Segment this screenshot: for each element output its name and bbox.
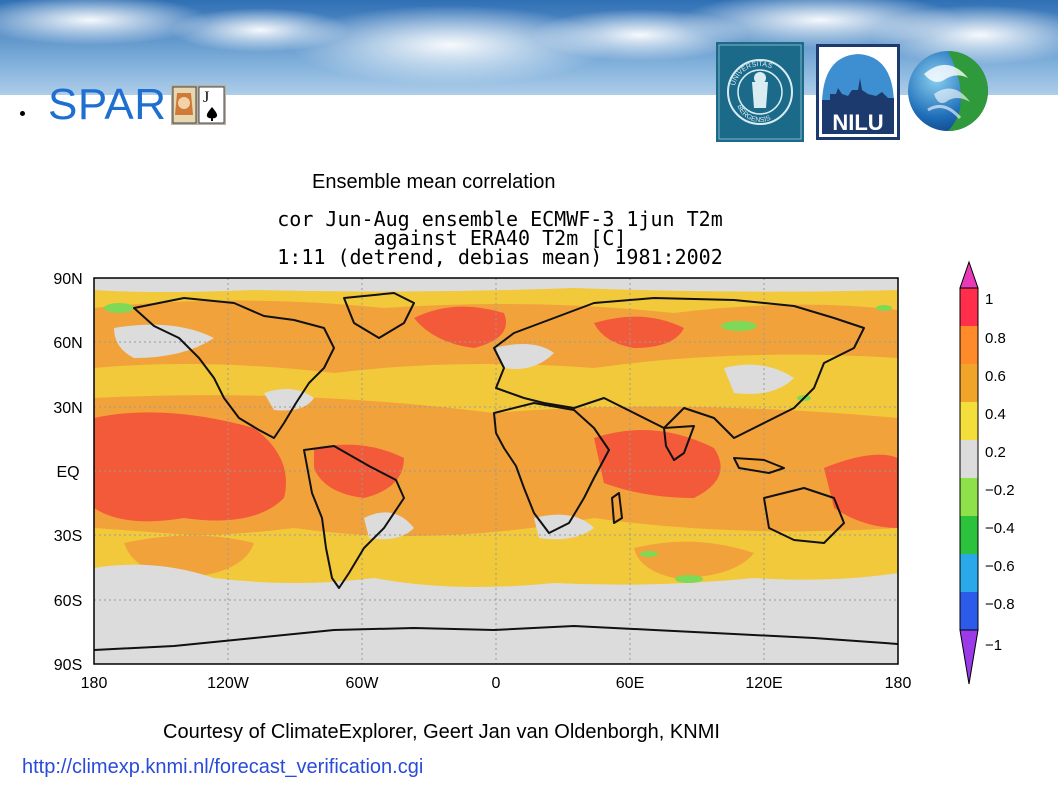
- map-title-line-3: 1:11 (detrend, debias mean) 1981:2002: [277, 245, 723, 269]
- lat-label-30s: 30S: [54, 528, 82, 545]
- credit-caption: Courtesy of ClimateExplorer, Geert Jan v…: [163, 721, 720, 743]
- colorbar-label-0.2: 0.2: [985, 444, 1006, 461]
- lat-axis: 90N 60N 30N EQ 30S 60S 90S: [53, 271, 82, 674]
- colorbar-swatch-2: [960, 326, 978, 364]
- lat-label-90n: 90N: [53, 271, 82, 288]
- globe-swirl-logo: [908, 51, 988, 131]
- colorbar-label-0.6: 0.6: [985, 368, 1006, 385]
- university-of-bergen-logo: UNIVERSITAS BERGENSIS: [716, 42, 804, 142]
- correlation-map-figure: cor Jun-Aug ensemble ECMWF-3 1jun T2m ag…: [34, 198, 1038, 720]
- coastlines: [94, 292, 898, 651]
- colorbar-swatch-9: [960, 592, 978, 630]
- map-frame: [93, 277, 899, 665]
- colorbar-label-neg-1: −1: [985, 637, 1002, 654]
- lon-label-60e: 60E: [616, 675, 644, 692]
- lon-label-120w: 120W: [207, 675, 250, 692]
- map-field: [94, 278, 898, 664]
- lat-label-eq: EQ: [56, 464, 79, 481]
- jack-of-spades-card-icon: J: [171, 85, 226, 125]
- lon-label-180e: 180: [885, 675, 912, 692]
- svg-text:NILU: NILU: [832, 110, 883, 135]
- colorbar: 1 0.8 0.6 0.4 0.2 −0.2 −0.4 −0.6 −0.8 −1: [959, 260, 1015, 685]
- colorbar-swatch-6: [960, 478, 978, 516]
- colorbar-label-neg-0.6: −0.6: [985, 558, 1015, 575]
- colorbar-swatch-4: [960, 402, 978, 440]
- colorbar-swatch-5: [960, 440, 978, 478]
- colorbar-swatch-3: [960, 364, 978, 402]
- colorbar-label-0.8: 0.8: [985, 330, 1006, 347]
- lat-label-90s: 90S: [54, 657, 82, 674]
- lon-label-60w: 60W: [346, 675, 380, 692]
- colorbar-label-neg-0.2: −0.2: [985, 482, 1015, 499]
- colorbar-label-neg-0.4: −0.4: [985, 520, 1015, 537]
- bullet-dot: [20, 111, 25, 116]
- map-title: cor Jun-Aug ensemble ECMWF-3 1jun T2m ag…: [277, 207, 723, 269]
- forecast-verification-link[interactable]: http://climexp.knmi.nl/forecast_verifica…: [22, 756, 424, 778]
- colorbar-swatch-7: [960, 516, 978, 554]
- colorbar-label-1: 1: [985, 291, 993, 308]
- map-title-line-1: cor Jun-Aug ensemble ECMWF-3 1jun T2m: [277, 207, 723, 231]
- colorbar-swatch-8: [960, 554, 978, 592]
- lat-label-60s: 60S: [54, 593, 82, 610]
- lon-label-180w: 180: [81, 675, 108, 692]
- lat-label-30n: 30N: [53, 400, 82, 417]
- lon-label-0: 0: [492, 675, 501, 692]
- slide-title: SPAR: [48, 80, 167, 129]
- nilu-logo: NILU: [816, 44, 900, 140]
- lat-label-60n: 60N: [53, 335, 82, 352]
- map-title-line-2: against ERA40 T2m [C]: [374, 226, 627, 250]
- lon-label-120e: 120E: [745, 675, 782, 692]
- svg-text:J: J: [203, 89, 209, 106]
- lon-axis: 180 120W 60W 0 60E 120E 180: [81, 675, 912, 692]
- colorbar-swatch-1: [960, 288, 978, 326]
- colorbar-label-0.4: 0.4: [985, 406, 1006, 423]
- subtitle: Ensemble mean correlation: [312, 171, 556, 193]
- colorbar-label-neg-0.8: −0.8: [985, 596, 1015, 613]
